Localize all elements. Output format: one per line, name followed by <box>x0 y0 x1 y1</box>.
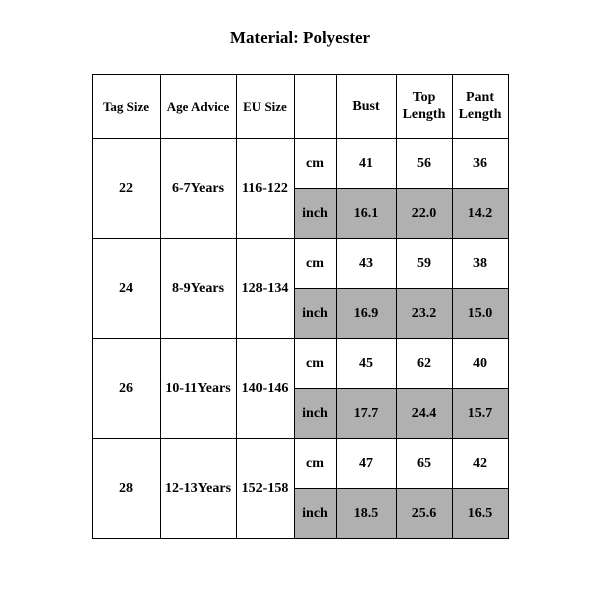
cell-age: 12-13Years <box>160 439 236 539</box>
cell-age: 10-11Years <box>160 339 236 439</box>
size-chart: Material: Polyester Tag Size Age Advice … <box>0 0 600 600</box>
col-pant-length: PantLength <box>452 75 508 139</box>
cell-unit: cm <box>294 139 336 189</box>
page-title: Material: Polyester <box>0 28 600 48</box>
cell-eu: 116-122 <box>236 139 294 239</box>
cell-pant: 15.7 <box>452 389 508 439</box>
cell-age: 6-7Years <box>160 139 236 239</box>
cell-unit: inch <box>294 489 336 539</box>
cell-pant: 15.0 <box>452 289 508 339</box>
cell-unit: inch <box>294 289 336 339</box>
cell-age: 8-9Years <box>160 239 236 339</box>
cell-pant: 16.5 <box>452 489 508 539</box>
cell-bust: 45 <box>336 339 396 389</box>
cell-bust: 17.7 <box>336 389 396 439</box>
cell-eu: 128-134 <box>236 239 294 339</box>
cell-unit: inch <box>294 189 336 239</box>
col-bust: Bust <box>336 75 396 139</box>
cell-eu: 152-158 <box>236 439 294 539</box>
cell-bust: 16.9 <box>336 289 396 339</box>
table-row: 22 6-7Years 116-122 cm 41 56 36 <box>92 139 508 189</box>
cell-eu: 140-146 <box>236 339 294 439</box>
table-row: 28 12-13Years 152-158 cm 47 65 42 <box>92 439 508 489</box>
cell-top: 23.2 <box>396 289 452 339</box>
cell-bust: 47 <box>336 439 396 489</box>
cell-bust: 43 <box>336 239 396 289</box>
cell-bust: 16.1 <box>336 189 396 239</box>
cell-unit: inch <box>294 389 336 439</box>
col-top-length: TopLength <box>396 75 452 139</box>
cell-tag: 22 <box>92 139 160 239</box>
cell-pant: 38 <box>452 239 508 289</box>
col-tag-size: Tag Size <box>92 75 160 139</box>
cell-top: 22.0 <box>396 189 452 239</box>
cell-pant: 14.2 <box>452 189 508 239</box>
table-header-row: Tag Size Age Advice EU Size Bust TopLeng… <box>92 75 508 139</box>
col-unit <box>294 75 336 139</box>
cell-tag: 26 <box>92 339 160 439</box>
table-row: 24 8-9Years 128-134 cm 43 59 38 <box>92 239 508 289</box>
cell-unit: cm <box>294 339 336 389</box>
cell-top: 25.6 <box>396 489 452 539</box>
cell-pant: 42 <box>452 439 508 489</box>
cell-top: 59 <box>396 239 452 289</box>
size-table: Tag Size Age Advice EU Size Bust TopLeng… <box>92 74 509 539</box>
cell-unit: cm <box>294 439 336 489</box>
cell-pant: 40 <box>452 339 508 389</box>
cell-unit: cm <box>294 239 336 289</box>
cell-tag: 24 <box>92 239 160 339</box>
col-age-advice: Age Advice <box>160 75 236 139</box>
table-row: 26 10-11Years 140-146 cm 45 62 40 <box>92 339 508 389</box>
cell-tag: 28 <box>92 439 160 539</box>
cell-bust: 18.5 <box>336 489 396 539</box>
cell-top: 65 <box>396 439 452 489</box>
cell-bust: 41 <box>336 139 396 189</box>
cell-top: 56 <box>396 139 452 189</box>
cell-top: 62 <box>396 339 452 389</box>
col-eu-size: EU Size <box>236 75 294 139</box>
cell-pant: 36 <box>452 139 508 189</box>
cell-top: 24.4 <box>396 389 452 439</box>
